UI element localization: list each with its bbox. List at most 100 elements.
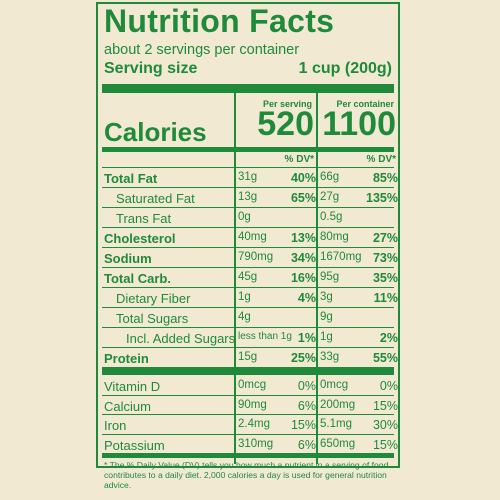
container-amount: 33g xyxy=(320,351,340,363)
serving-amount: 0g xyxy=(238,211,251,223)
calories-label: Calories xyxy=(104,117,207,147)
serving-amount: 1g xyxy=(238,291,251,303)
serving-dv: 15% xyxy=(290,418,316,432)
row-divider xyxy=(102,433,394,435)
per-container-header: Per container xyxy=(336,99,394,109)
nutrient-name: Saturated Fat xyxy=(116,191,195,206)
container-amount: 95g xyxy=(320,271,340,283)
serving-dv: 4% xyxy=(297,291,316,305)
serving-dv: 6% xyxy=(297,398,316,413)
serving-amount: 90mg xyxy=(238,398,267,411)
nutrient-row: Trans Fat 0g 0.5g xyxy=(102,207,394,229)
nutrient-name: Calcium xyxy=(104,398,151,414)
row-divider xyxy=(102,167,394,168)
serving-amount: less than 1g xyxy=(238,331,292,342)
container-amount: 3g xyxy=(320,291,333,303)
per-serving-header: Per serving xyxy=(262,99,312,109)
serving-dv: 34% xyxy=(290,251,316,265)
serving-amount: 0mcg xyxy=(238,379,267,391)
nutrient-row: Saturated Fat 13g 65% 27g 135% xyxy=(102,187,398,209)
nutrient-row: Incl. Added Sugars less than 1g 1% 1g 2% xyxy=(102,327,398,349)
nutrient-row: Total Carb. 45g 16% 95g 35% xyxy=(102,267,398,289)
row-divider xyxy=(102,327,394,328)
row-divider xyxy=(102,287,394,288)
serving-amount: 2.4mg xyxy=(238,418,270,430)
nutrient-name: Incl. Added Sugars xyxy=(126,331,236,346)
serving-amount: 310mg xyxy=(238,437,274,450)
thick-divider-vitamins xyxy=(102,367,394,375)
container-amount: 66g xyxy=(320,171,340,183)
nutrient-name: Dietary Fiber xyxy=(116,291,191,306)
serving-dv: 25% xyxy=(290,351,316,365)
nutrient-name: Total Sugars xyxy=(116,311,189,326)
row-divider xyxy=(102,247,394,248)
nutrient-name: Vitamin D xyxy=(104,379,161,394)
serving-size-label: Serving size xyxy=(104,60,198,77)
nutrient-name: Total Fat xyxy=(104,171,158,186)
thick-divider-top xyxy=(102,84,394,93)
container-amount: 5.1mg xyxy=(320,418,352,430)
row-divider xyxy=(102,394,394,396)
column-divider-right xyxy=(316,93,318,464)
column-divider-left xyxy=(234,93,236,464)
serving-dv: 1% xyxy=(297,331,316,345)
serving-dv: 0% xyxy=(297,379,316,393)
servings-per-container: about 2 servings per container xyxy=(104,42,300,58)
container-dv: 15% xyxy=(372,398,398,413)
nutrient-row: Sodium 790mg 34% 1670mg 73% xyxy=(102,247,398,269)
row-divider xyxy=(102,414,394,415)
nutrient-row: Cholesterol 40mg 13% 80mg 27% xyxy=(102,227,398,249)
nutrient-name: Cholesterol xyxy=(104,231,176,246)
container-amount: 200mg xyxy=(320,398,356,411)
nutrient-name: Protein xyxy=(104,351,149,366)
container-dv: 11% xyxy=(373,291,398,305)
serving-amount: 13g xyxy=(238,191,258,203)
vitamin-row: Vitamin D 0mcg 0% 0mcg 0% xyxy=(102,375,398,397)
calories-per-serving: 520 xyxy=(257,105,314,143)
container-amount: 0.5g xyxy=(320,211,343,223)
container-amount: 0mcg xyxy=(320,379,349,391)
serving-amount: 15g xyxy=(238,351,258,363)
nutrient-row: Total Fat 31g 40% 66g 85% xyxy=(102,167,398,189)
nutrition-facts-panel: Nutrition Facts about 2 servings per con… xyxy=(96,2,400,490)
row-divider xyxy=(102,267,394,268)
nutrient-row: Dietary Fiber 1g 4% 3g 11% xyxy=(102,287,398,309)
container-dv: 55% xyxy=(372,351,398,365)
container-dv: 0% xyxy=(379,379,398,393)
label-title: Nutrition Facts xyxy=(104,3,335,39)
nutrient-row: Total Sugars 4g 9g xyxy=(102,307,394,329)
row-divider xyxy=(102,227,394,228)
calories-per-container: 1100 xyxy=(322,105,396,143)
container-dv: 27% xyxy=(372,231,398,245)
container-dv: 135% xyxy=(366,191,398,205)
nutrient-row: Protein 15g 25% 33g 55% xyxy=(102,347,398,369)
medium-divider-calories xyxy=(102,147,394,152)
container-dv: 30% xyxy=(372,418,398,432)
nutrient-name: Potassium xyxy=(104,437,165,453)
footnote-divider xyxy=(102,453,394,458)
serving-amount: 45g xyxy=(238,271,258,283)
serving-amount: 40mg xyxy=(238,231,267,243)
serving-dv: 40% xyxy=(290,171,316,185)
serving-dv: 13% xyxy=(290,231,316,245)
vitamin-row: Calcium 90mg 6% 200mg 15% xyxy=(102,394,398,417)
container-amount: 1g xyxy=(320,331,333,343)
row-divider xyxy=(102,187,394,188)
row-divider xyxy=(102,307,394,308)
row-divider xyxy=(102,347,394,348)
serving-dv: 6% xyxy=(297,437,316,452)
serving-amount: 31g xyxy=(238,171,258,183)
container-amount: 27g xyxy=(320,191,340,203)
footnote: * The % Daily Value (DV) tells you how m… xyxy=(104,460,389,490)
dv-header-container: % DV* xyxy=(366,154,396,165)
row-divider xyxy=(102,207,394,208)
container-amount: 80mg xyxy=(320,231,349,243)
vitamin-row: Potassium 310mg 6% 650mg 15% xyxy=(102,433,398,456)
serving-size-value: 1 cup (200g) xyxy=(298,60,392,77)
nutrient-name: Sodium xyxy=(104,251,152,266)
container-amount: 9g xyxy=(320,311,333,323)
container-dv: 85% xyxy=(372,171,398,185)
container-dv: 15% xyxy=(372,437,398,452)
vitamin-row: Iron 2.4mg 15% 5.1mg 30% xyxy=(102,414,398,436)
nutrient-name: Trans Fat xyxy=(116,211,172,226)
